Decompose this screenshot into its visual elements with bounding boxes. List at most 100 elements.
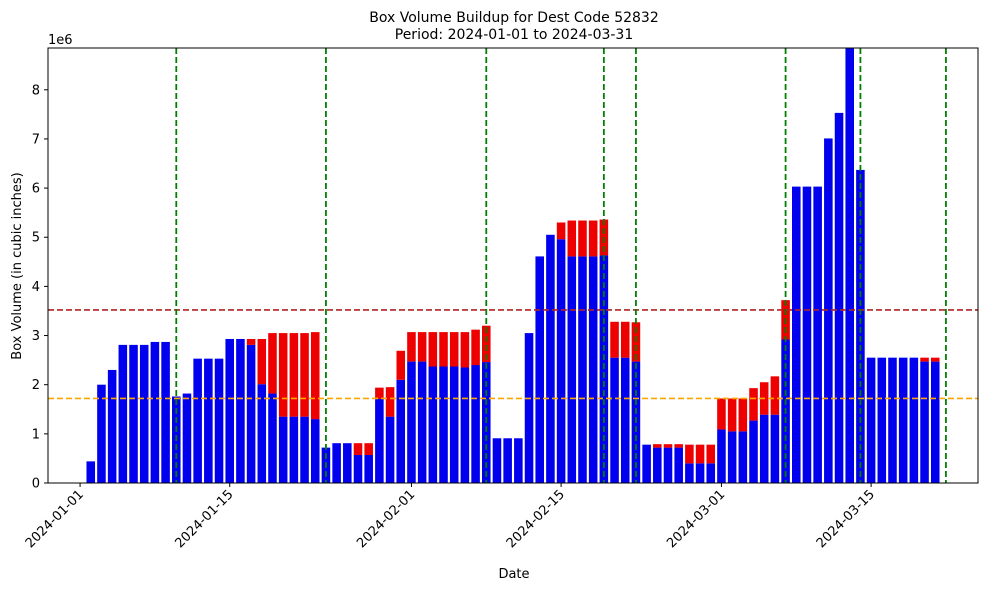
bar-top: [439, 332, 448, 367]
bar-base: [813, 186, 822, 483]
bar-top: [706, 444, 716, 464]
bar-base: [514, 438, 523, 483]
bar-base: [268, 393, 277, 483]
bar-top: [417, 332, 427, 362]
bar-top: [375, 387, 384, 399]
bar-top: [653, 444, 662, 448]
bar-base: [492, 438, 502, 483]
y-tick-label: 8: [32, 83, 40, 98]
bar-top: [727, 398, 737, 432]
x-tick-label: 2024-01-01: [23, 487, 87, 551]
bar-base: [86, 461, 96, 483]
x-tick-label: 2024-02-01: [354, 487, 418, 551]
bar-base: [856, 169, 865, 483]
bar-base: [620, 357, 630, 483]
bar-base: [524, 333, 534, 483]
x-tick-label: 2024-03-01: [664, 487, 728, 551]
bar-top: [770, 376, 780, 415]
bar-base: [920, 361, 929, 483]
bar-base: [300, 416, 309, 483]
bar-base: [257, 384, 267, 483]
bar-base: [289, 416, 299, 483]
bar-top: [449, 332, 459, 367]
bar-top: [749, 388, 758, 421]
bar-base: [396, 379, 406, 483]
bar-base: [717, 429, 726, 483]
x-tick-label: 2024-03-15: [814, 487, 878, 551]
bars-group: [48, 48, 978, 483]
bar-base: [535, 256, 544, 483]
bar-base: [97, 384, 106, 483]
bar-base: [385, 416, 395, 483]
bar-base: [738, 431, 748, 483]
bar-base: [161, 341, 170, 483]
bar-base: [471, 365, 480, 483]
bar-base: [888, 357, 897, 483]
y-axis-label: Box Volume (in cubic inches): [10, 172, 25, 359]
bar-base: [578, 256, 587, 483]
bar-top: [268, 333, 277, 394]
bar-top: [278, 333, 288, 417]
bar-base: [428, 366, 438, 483]
bar-base: [439, 366, 448, 483]
bar-top: [685, 444, 694, 464]
bar-base: [599, 255, 609, 483]
bar-base: [674, 447, 683, 483]
bar-base: [417, 361, 427, 483]
bar-top: [353, 443, 363, 455]
bar-base: [407, 361, 416, 483]
bar-top: [663, 444, 673, 448]
bar-base: [278, 416, 288, 483]
bar-top: [471, 329, 480, 366]
y-tick-label: 7: [32, 132, 40, 147]
bar-base: [503, 438, 512, 483]
bar-base: [792, 186, 801, 483]
y-axis-multiplier: 1e6: [48, 33, 73, 48]
bar-top: [364, 443, 373, 455]
y-tick-label: 3: [32, 329, 40, 344]
bar-base: [930, 361, 940, 483]
bar-top: [717, 398, 726, 430]
bar-top: [289, 333, 299, 417]
bar-top: [482, 325, 491, 363]
bar-base: [139, 344, 149, 483]
chart-title: Box Volume Buildup for Dest Code 52832: [369, 10, 659, 26]
bar-base: [759, 414, 769, 483]
bar-base: [214, 358, 224, 483]
bar-base: [845, 48, 854, 483]
bar-base: [236, 338, 245, 483]
chart-subtitle: Period: 2024-01-01 to 2024-03-31: [395, 27, 634, 43]
bar-base: [824, 138, 833, 483]
x-tick-label: 2024-02-15: [504, 487, 568, 551]
bar-base: [567, 256, 577, 483]
y-tick-label: 0: [32, 477, 40, 492]
bar-top: [930, 357, 940, 362]
bar-base: [834, 112, 844, 483]
bar-base: [663, 447, 673, 483]
y-tick-label: 5: [32, 231, 40, 246]
bar-base: [107, 369, 117, 483]
bar-base: [332, 443, 341, 483]
bar-top: [428, 332, 438, 367]
bar-base: [695, 463, 705, 483]
bar-base: [877, 357, 887, 483]
bar-top: [407, 332, 416, 362]
bar-base: [749, 420, 758, 483]
bar-base: [588, 256, 598, 483]
x-tick-label: 2024-01-15: [173, 487, 237, 551]
bar-base: [150, 341, 160, 483]
bar-base: [364, 454, 373, 483]
x-axis-label: Date: [498, 567, 529, 582]
bar-base: [610, 357, 619, 483]
bar-top: [620, 321, 630, 358]
bar-base: [546, 234, 555, 483]
bar-base: [449, 366, 459, 483]
bar-base: [246, 344, 256, 483]
bar-base: [193, 358, 202, 483]
bar-base: [182, 393, 192, 483]
plot-area: 0 1 2 3 4 5 6 7 8 2024-01-01 2024-01-15 2024-02-01 2…: [23, 47, 979, 551]
bar-top: [578, 220, 587, 257]
y-tick-label: 4: [32, 280, 40, 295]
